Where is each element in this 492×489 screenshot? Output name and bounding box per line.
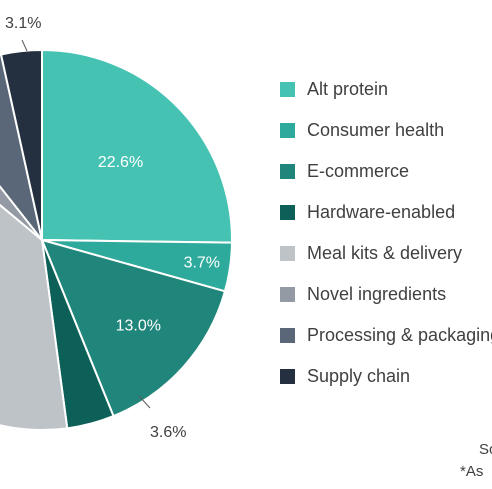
legend-label: Hardware-enabled bbox=[307, 202, 456, 222]
legend-swatch bbox=[280, 369, 295, 384]
pie-slices bbox=[0, 48, 233, 431]
slice-label-alt-protein: 22.6% bbox=[98, 154, 143, 171]
slice-label-e-commerce: 13.0% bbox=[116, 317, 161, 334]
slice-labels: 22.6% 3.7% 13.0% 3.6% 3.1% bbox=[5, 15, 220, 441]
legend-swatch bbox=[280, 164, 295, 179]
pie-slice-supply-chain bbox=[0, 48, 43, 241]
slice-label-consumer-health: 3.7% bbox=[184, 254, 220, 271]
legend-swatch bbox=[280, 123, 295, 138]
source-note: So bbox=[479, 441, 492, 458]
legend-label: Alt protein bbox=[307, 79, 389, 99]
pie-slice-meal-kits-and-delivery bbox=[0, 203, 69, 431]
footnote: *As bbox=[460, 463, 484, 480]
slice-label-hardware-enabled: 3.6% bbox=[150, 424, 186, 441]
legend-swatch bbox=[280, 205, 295, 220]
legend-label: Supply chain bbox=[307, 366, 411, 386]
legend-swatch bbox=[280, 287, 295, 302]
leader-line-hardware-enabled bbox=[138, 395, 151, 409]
legend-swatch bbox=[280, 328, 295, 343]
leader-line-supply-chain bbox=[21, 39, 28, 52]
legend-swatch bbox=[280, 246, 295, 261]
legend-swatch bbox=[280, 82, 295, 97]
legend-label: E-commerce bbox=[307, 161, 410, 181]
pie-slice-alt-protein bbox=[41, 48, 233, 244]
slice-label-supply-chain: 3.1% bbox=[5, 15, 41, 32]
legend-label: Novel ingredients bbox=[307, 284, 447, 304]
legend-label: Processing & packaging bbox=[307, 325, 492, 345]
legend-label: Consumer health bbox=[307, 120, 445, 140]
pie-slice-e-commerce bbox=[40, 238, 227, 418]
legend-label: Meal kits & delivery bbox=[307, 243, 463, 263]
